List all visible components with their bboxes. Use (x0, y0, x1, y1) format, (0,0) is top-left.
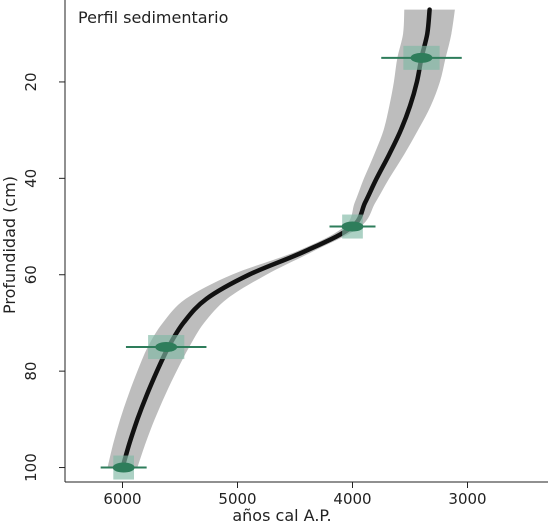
y-tick-label: 60 (22, 265, 40, 284)
axes: 6000 5000 4000 3000 20 40 60 80 100 (22, 0, 548, 508)
chart-title: Perfil sedimentario (78, 8, 228, 27)
dated-sample-2 (329, 214, 376, 239)
y-tick-label: 40 (22, 169, 40, 188)
x-tick-label: 4000 (333, 490, 371, 508)
date-marker (112, 462, 135, 473)
x-axis-title: años cal A.P. (232, 506, 331, 525)
date-marker (155, 342, 178, 353)
dated-sample-4 (100, 455, 147, 480)
y-tick-label: 80 (22, 362, 40, 381)
dated-sample-1 (381, 45, 462, 70)
age-model-line (120, 7, 432, 470)
x-tick-label: 5000 (218, 490, 256, 508)
date-marker (341, 221, 364, 232)
y-axis-title: Profundidad (cm) (0, 176, 19, 314)
date-marker (410, 52, 433, 63)
x-tick-label: 6000 (103, 490, 141, 508)
dated-sample-3 (125, 335, 207, 360)
y-ticks: 20 40 60 80 100 (22, 72, 65, 482)
plot-area (100, 7, 462, 480)
x-tick-label: 3000 (448, 490, 486, 508)
x-ticks: 6000 5000 4000 3000 (103, 482, 487, 508)
age-model-layer (120, 7, 432, 470)
y-tick-label: 20 (22, 72, 40, 91)
dated-samples-layer (100, 45, 462, 480)
y-tick-label: 100 (22, 453, 40, 482)
